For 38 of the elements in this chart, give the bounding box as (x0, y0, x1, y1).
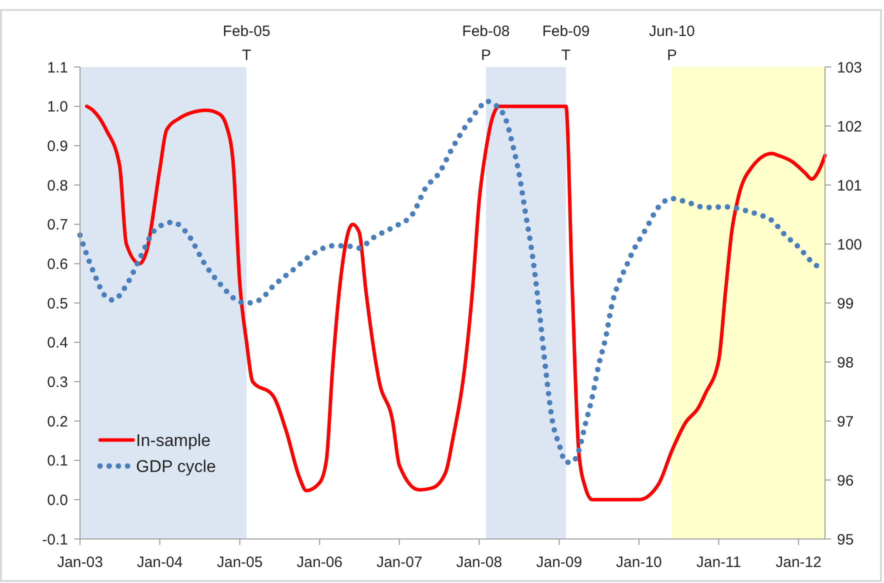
text: Feb-08 P (462, 23, 510, 64)
x-tick-label: Jan-03 (57, 554, 103, 571)
y-tick-label: 0.4 (47, 334, 68, 352)
y-tick-label: 0.7 (47, 216, 68, 234)
y-tick-label: 0.5 (47, 295, 68, 312)
y-tick-label: -0.1 (42, 531, 68, 548)
text: Jun-10 P (649, 23, 695, 64)
x-tick-label: Jan-04 (136, 554, 183, 571)
y-tick-label: 0.2 (47, 413, 68, 430)
y2-tick-label: 101 (837, 177, 862, 194)
x-tick-label: Jan-10 (616, 554, 662, 571)
y2-tick-label: 102 (837, 118, 862, 136)
x-tick-label: Jan-06 (296, 554, 343, 571)
y2-tick-label: 103 (837, 59, 862, 76)
x-tick-label: Jan-05 (216, 554, 263, 571)
text: Feb-09 T (542, 23, 590, 64)
y2-tick-label: 97 (837, 413, 854, 430)
y-tick-label: 0.8 (47, 177, 68, 194)
legend-label: GDP cycle (136, 456, 216, 476)
y2-tick-label: 96 (837, 472, 854, 490)
y2-tick-label: 95 (837, 531, 854, 548)
y-tick-label: 0.0 (47, 492, 68, 509)
x-tick-label: Jan-07 (376, 554, 422, 571)
y-tick-label: 1.1 (47, 59, 68, 76)
y-tick-label: 0.6 (47, 256, 68, 273)
y2-tick-label: 100 (837, 236, 862, 254)
y2-tick-label: 98 (837, 354, 854, 372)
y-tick-label: 0.1 (47, 452, 68, 470)
y-tick-label: 0.9 (47, 138, 68, 155)
text: Feb-05 T (222, 23, 270, 64)
legend-label: In-sample (136, 430, 211, 450)
y-tick-label: 1.0 (47, 98, 68, 116)
y2-tick-label: 99 (837, 295, 854, 312)
x-tick-label: Jan-09 (536, 554, 582, 571)
x-tick-label: Jan-08 (456, 554, 502, 571)
x-tick-label: Jan-11 (696, 554, 742, 571)
x-tick-label: Jan-12 (776, 554, 822, 571)
y-tick-label: 0.3 (47, 374, 68, 391)
